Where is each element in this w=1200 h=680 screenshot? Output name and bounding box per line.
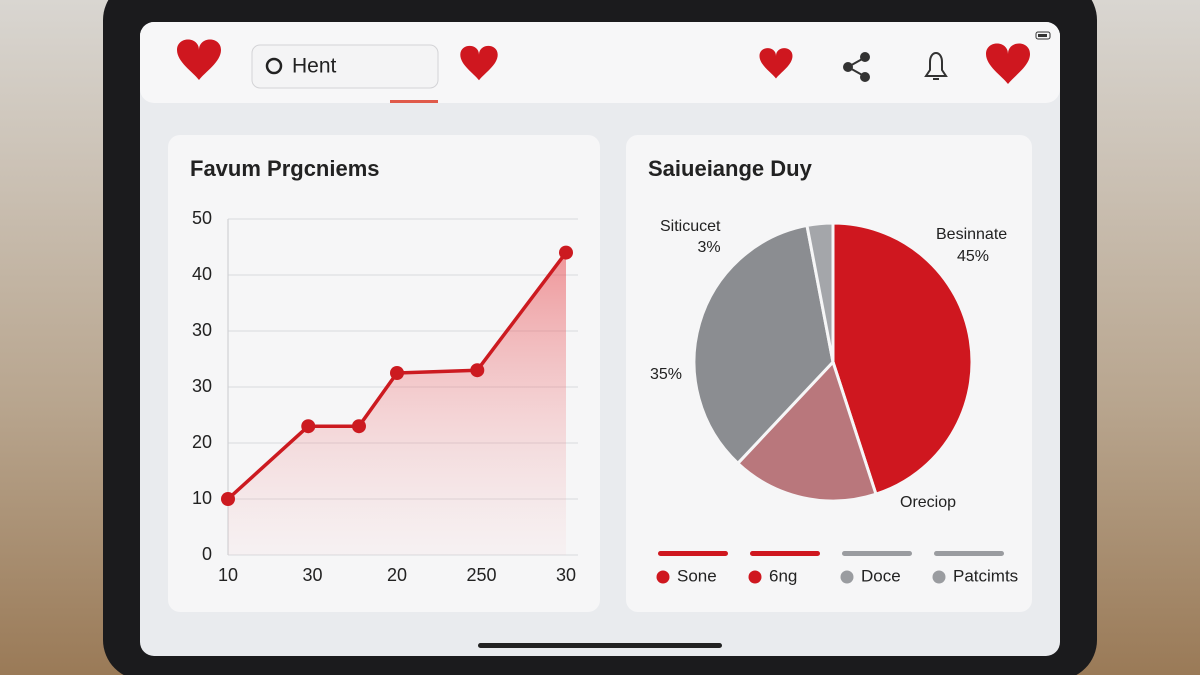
battery-level (1038, 34, 1047, 37)
chart-title: Favum Prgcniems (190, 156, 380, 181)
share-button[interactable] (843, 52, 870, 82)
y-tick-label: 30 (192, 320, 212, 340)
legend-label: Patcimts (953, 566, 1018, 585)
pie-slice (805, 221, 835, 363)
legend-bar (658, 551, 728, 556)
chart-title: Saiueiange Duy (648, 156, 813, 181)
pie-chart (692, 221, 974, 503)
y-tick-label: 40 (192, 264, 212, 284)
y-tick-label: 30 (192, 376, 212, 396)
search-box[interactable] (251, 44, 439, 89)
y-tick-label: 0 (202, 544, 212, 564)
y-tick-label: 20 (192, 432, 212, 452)
point (221, 492, 235, 506)
pie-slice (692, 223, 835, 466)
slice-label: Besinnate (936, 226, 1007, 243)
point (559, 245, 573, 260)
legend-label: Sone (677, 566, 717, 585)
slice-value-label: 45% (957, 248, 989, 265)
pie-slice (831, 221, 974, 497)
search-text: Hent (292, 55, 337, 78)
y-tick-label: 50 (192, 208, 212, 228)
slice-value-label: 3% (697, 239, 720, 256)
area (228, 252, 566, 555)
point (301, 419, 316, 434)
y-tick-label: 10 (192, 488, 212, 508)
legend-bar (842, 551, 912, 556)
legend: Sone 6ng Doce Patcimts (656, 551, 1018, 585)
legend-bar (934, 551, 1004, 556)
slice-value-label: 35% (650, 366, 682, 383)
legend-label: 6ng (769, 566, 797, 585)
x-tick-label: 250 (466, 565, 496, 585)
legend-bar (750, 551, 820, 556)
point (351, 419, 366, 434)
point (390, 366, 404, 380)
tab-indicator (390, 100, 438, 103)
line (226, 251, 568, 501)
pie-slice (735, 359, 878, 503)
slice-label: Oreciop (900, 494, 956, 511)
legend-swatch (840, 570, 854, 584)
line-chart: 0 10 20 30 30 40 50 10 30 20 250 30 (192, 208, 578, 585)
notification-button[interactable] (924, 52, 948, 80)
x-tick-label: 20 (387, 565, 407, 585)
battery-icon (1035, 31, 1051, 40)
slice-label: Siticucet (660, 218, 721, 235)
x-tick-label: 10 (218, 565, 238, 585)
x-tick-label: 30 (556, 565, 576, 585)
x-tick-label: 30 (302, 565, 322, 585)
legend-swatch (748, 570, 762, 584)
legend-swatch (656, 570, 670, 584)
legend-label: Doce (861, 566, 901, 585)
legend-swatch (932, 570, 946, 584)
home-indicator (478, 643, 722, 648)
point (470, 363, 485, 378)
search-icon (265, 57, 283, 75)
